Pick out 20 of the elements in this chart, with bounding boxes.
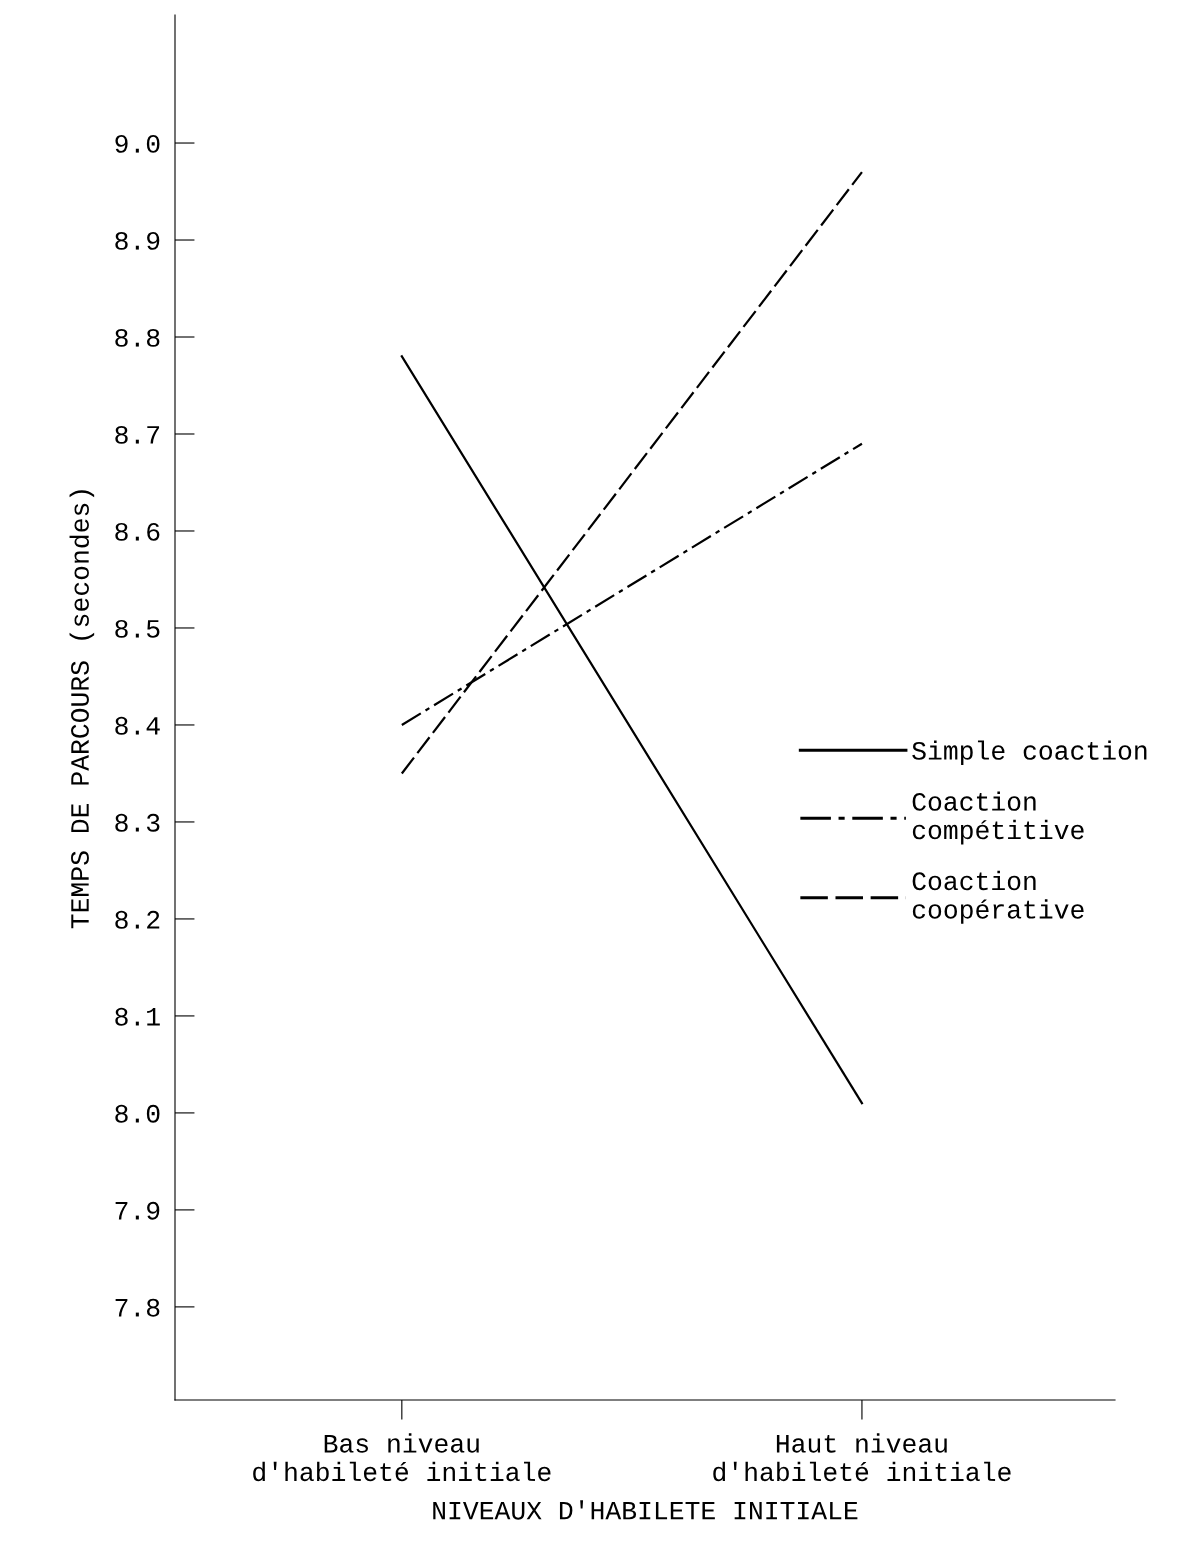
y-tick-label: 8.6 [115, 522, 160, 541]
y-axis-title: TEMPS DE PARCOURS (secondes) [69, 490, 95, 929]
y-tick-label: 8.7 [115, 425, 160, 444]
x-tick-label: Haut niveau d'habileté initiale [713, 1433, 1011, 1482]
x-tick-label: Bas niveau d'habileté initiale [253, 1433, 551, 1482]
y-tick-label: 9.0 [115, 134, 160, 153]
y-tick-label: 8.5 [115, 619, 160, 638]
y-tick-label: 8.2 [115, 910, 160, 929]
y-tick-label: 8.3 [115, 813, 160, 832]
y-tick-label: 8.4 [115, 716, 160, 735]
legend-label: Simple coaction [912, 740, 1147, 766]
y-tick-label: 7.9 [115, 1201, 160, 1220]
y-tick-label: 7.8 [115, 1298, 160, 1317]
legend-label: Coaction coopérative [912, 870, 1084, 924]
legend-label: Coaction compétitive [912, 791, 1084, 845]
y-tick-label: 8.1 [115, 1007, 160, 1026]
y-tick-label: 8.0 [115, 1104, 160, 1123]
x-axis-title: NIVEAUX D'HABILETE INITIALE [433, 1500, 858, 1520]
y-tick-label: 8.9 [115, 231, 160, 250]
y-tick-label: 8.8 [115, 328, 160, 347]
